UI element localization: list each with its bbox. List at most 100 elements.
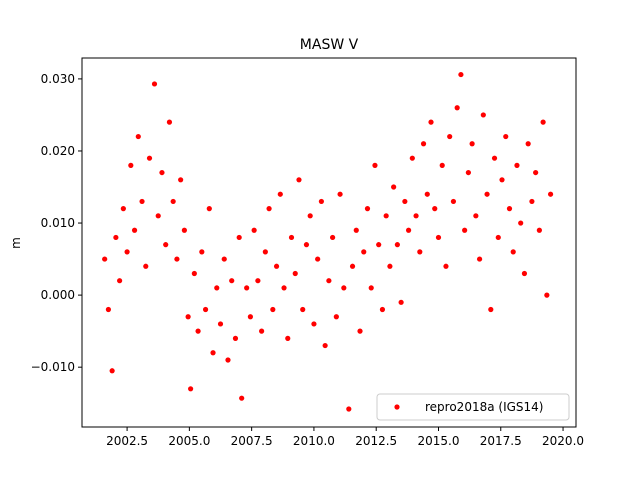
point <box>318 198 325 205</box>
point <box>273 263 280 269</box>
point <box>303 242 310 248</box>
point <box>469 141 475 147</box>
y-tick-label: 0.020 <box>41 144 75 158</box>
point <box>480 112 486 118</box>
point <box>447 133 453 140</box>
point <box>379 306 386 313</box>
point <box>518 220 524 226</box>
point <box>424 191 430 197</box>
point <box>349 263 356 269</box>
x-tick-label: 2010.0 <box>293 434 335 448</box>
point <box>262 249 268 255</box>
point <box>178 177 184 183</box>
point <box>529 198 535 205</box>
point <box>221 256 227 262</box>
point <box>151 81 158 87</box>
point <box>443 263 449 269</box>
point <box>409 155 415 161</box>
point <box>188 386 194 392</box>
point <box>521 270 528 277</box>
point <box>277 191 283 197</box>
point <box>326 278 332 284</box>
point <box>135 133 141 140</box>
point <box>292 270 298 277</box>
x-tick-label: 2002.5 <box>106 434 148 448</box>
plot-frame <box>81 57 577 428</box>
point <box>398 299 404 305</box>
point <box>285 335 291 341</box>
point <box>247 314 254 320</box>
point <box>376 242 382 248</box>
point <box>170 198 176 205</box>
point <box>229 278 235 284</box>
point <box>439 162 445 168</box>
point <box>232 335 239 341</box>
legend-marker <box>394 404 400 410</box>
point <box>102 256 108 262</box>
x-tick-label: 2017.5 <box>480 434 522 448</box>
point <box>120 206 126 212</box>
point <box>117 278 123 284</box>
point <box>337 191 343 197</box>
y-tick-label: 0.030 <box>41 72 75 86</box>
point <box>435 234 442 241</box>
point <box>514 162 520 168</box>
point <box>394 242 400 248</box>
x-tick-label: 2005.0 <box>168 434 210 448</box>
point <box>128 162 134 168</box>
point <box>311 321 317 327</box>
point <box>296 177 302 183</box>
point <box>333 314 339 320</box>
point <box>166 119 173 125</box>
point <box>462 227 468 233</box>
point <box>131 227 138 233</box>
point <box>322 342 328 349</box>
point <box>266 206 272 212</box>
point <box>174 256 180 262</box>
point <box>391 184 397 190</box>
point <box>465 169 471 176</box>
point <box>346 406 352 412</box>
point <box>159 169 165 176</box>
point <box>473 213 479 219</box>
point <box>163 242 169 248</box>
y-axis-label: m <box>9 237 23 249</box>
point <box>484 191 490 197</box>
point <box>450 198 457 205</box>
point <box>185 314 191 320</box>
point <box>353 227 359 233</box>
point <box>458 71 464 78</box>
point <box>413 213 419 219</box>
point <box>236 234 242 241</box>
point <box>402 198 408 205</box>
point <box>383 213 389 219</box>
x-tick-label: 2020.0 <box>542 434 584 448</box>
point <box>533 169 539 176</box>
point <box>506 206 513 212</box>
point <box>544 292 550 298</box>
point <box>124 249 130 255</box>
point <box>476 256 483 262</box>
point <box>525 141 531 147</box>
legend-box <box>376 393 570 421</box>
point <box>244 285 250 291</box>
point <box>330 234 336 241</box>
legend-label: repro2018a (IGS14) <box>425 400 543 414</box>
point <box>251 227 257 233</box>
point <box>191 270 197 277</box>
point <box>210 350 216 356</box>
point <box>307 213 313 219</box>
point <box>405 227 412 233</box>
point <box>181 227 187 233</box>
point <box>372 162 378 168</box>
point <box>503 133 509 140</box>
point <box>315 256 321 262</box>
point <box>155 213 161 219</box>
point <box>428 119 434 125</box>
point <box>281 285 287 291</box>
point <box>113 234 119 241</box>
point <box>109 368 115 374</box>
point <box>491 155 498 161</box>
point <box>454 105 460 111</box>
